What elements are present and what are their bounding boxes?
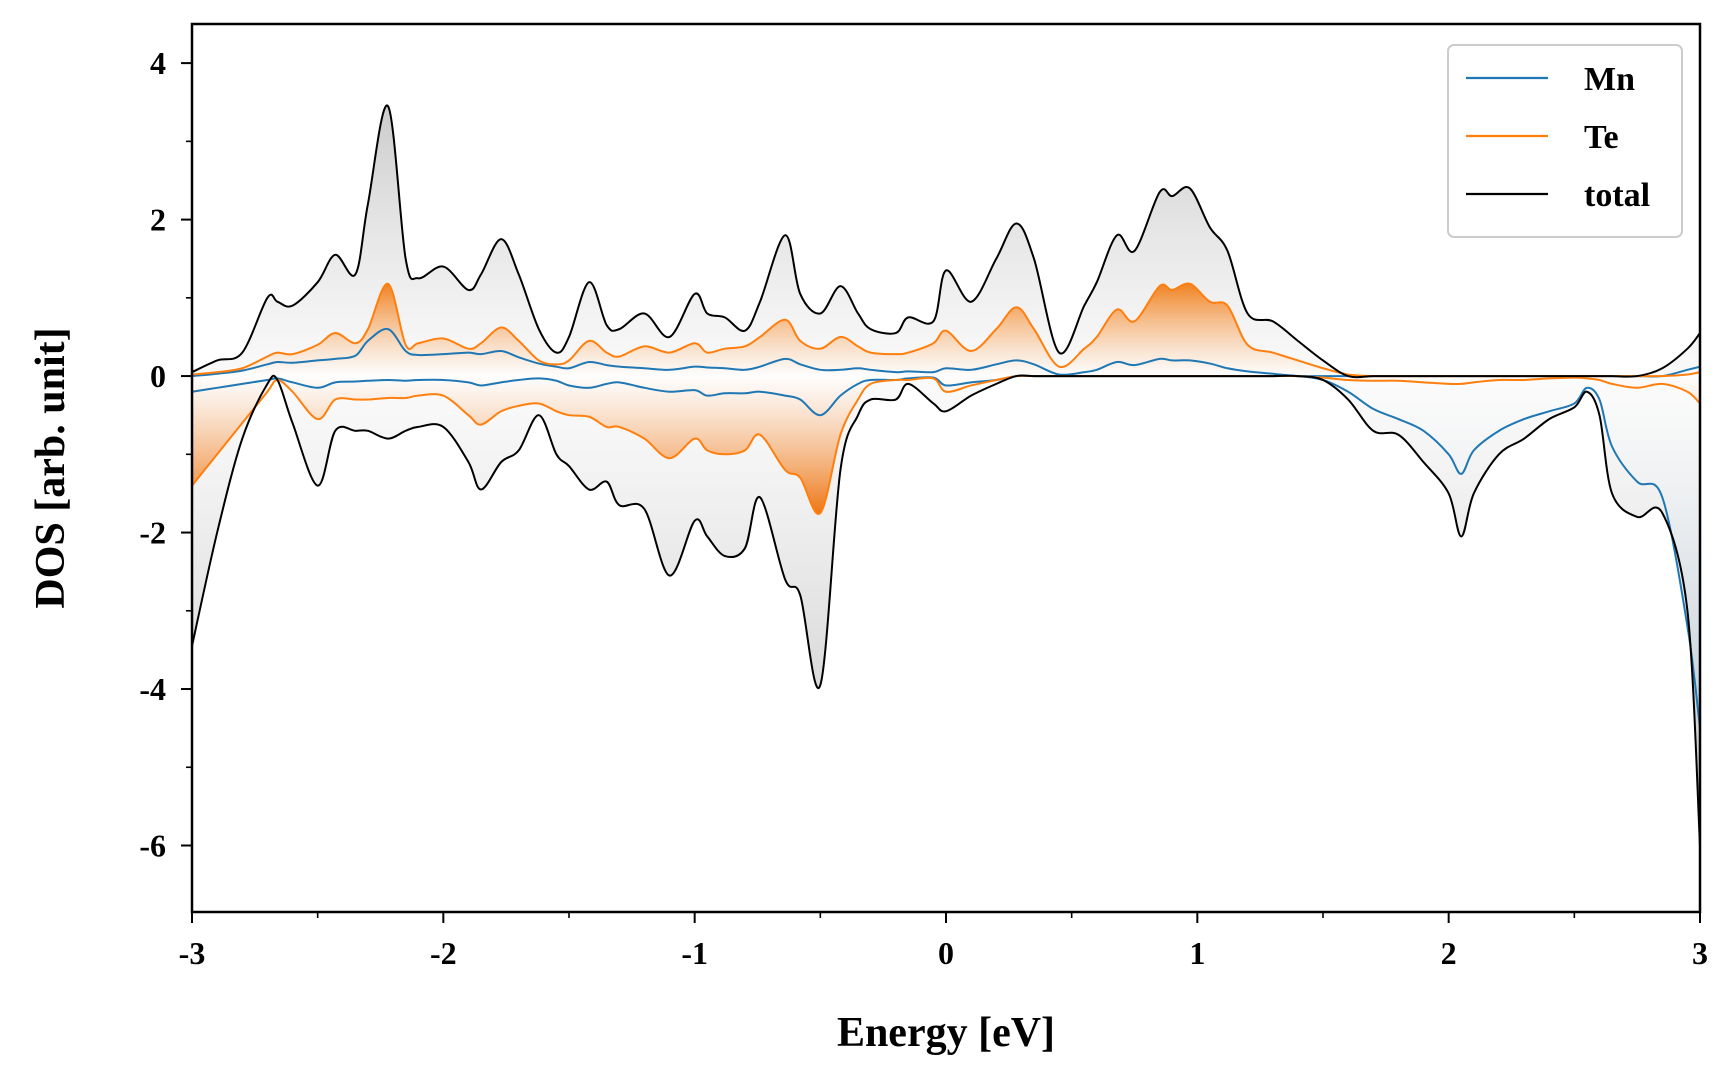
fill-te-up xyxy=(192,283,1700,377)
legend-label-mn: Mn xyxy=(1584,61,1635,98)
x-axis-title: Energy [eV] xyxy=(837,1010,1055,1056)
y-tick-label: 0 xyxy=(150,358,166,394)
x-tick-label: 0 xyxy=(938,935,954,971)
x-tick-label: 3 xyxy=(1692,935,1708,971)
legend-box xyxy=(1447,44,1683,238)
x-tick-label: -2 xyxy=(430,935,457,971)
axes: -3 -2 -1 0 1 2 3 -6 -4 -2 0 2 4 xyxy=(139,22,1708,971)
legend-label-te: Te xyxy=(1584,119,1619,156)
x-tick-label: 2 xyxy=(1441,935,1457,971)
line-layer xyxy=(192,104,1700,846)
line-mn-down xyxy=(192,374,1700,729)
line-total-down xyxy=(192,374,1700,846)
x-tick-label: -1 xyxy=(681,935,708,971)
y-tick-label: -4 xyxy=(139,671,166,707)
fill-mn-down xyxy=(192,375,1700,729)
x-tick-label: 1 xyxy=(1189,935,1205,971)
fill-te-down xyxy=(192,375,1700,514)
legend-label-total: total xyxy=(1584,177,1650,214)
fill-total-down xyxy=(192,375,1700,846)
y-axis-title: DOS [arb. unit] xyxy=(28,327,74,608)
y-tick-label: 4 xyxy=(150,45,166,81)
legend: Mn Te total xyxy=(1447,44,1683,238)
line-total-up xyxy=(192,104,1700,379)
y-tick-label: -2 xyxy=(139,515,166,551)
y-tick-label: 2 xyxy=(150,202,166,238)
x-tick-label: -3 xyxy=(179,935,206,971)
line-te-down xyxy=(192,374,1700,515)
y-tick-label: -6 xyxy=(139,827,166,863)
